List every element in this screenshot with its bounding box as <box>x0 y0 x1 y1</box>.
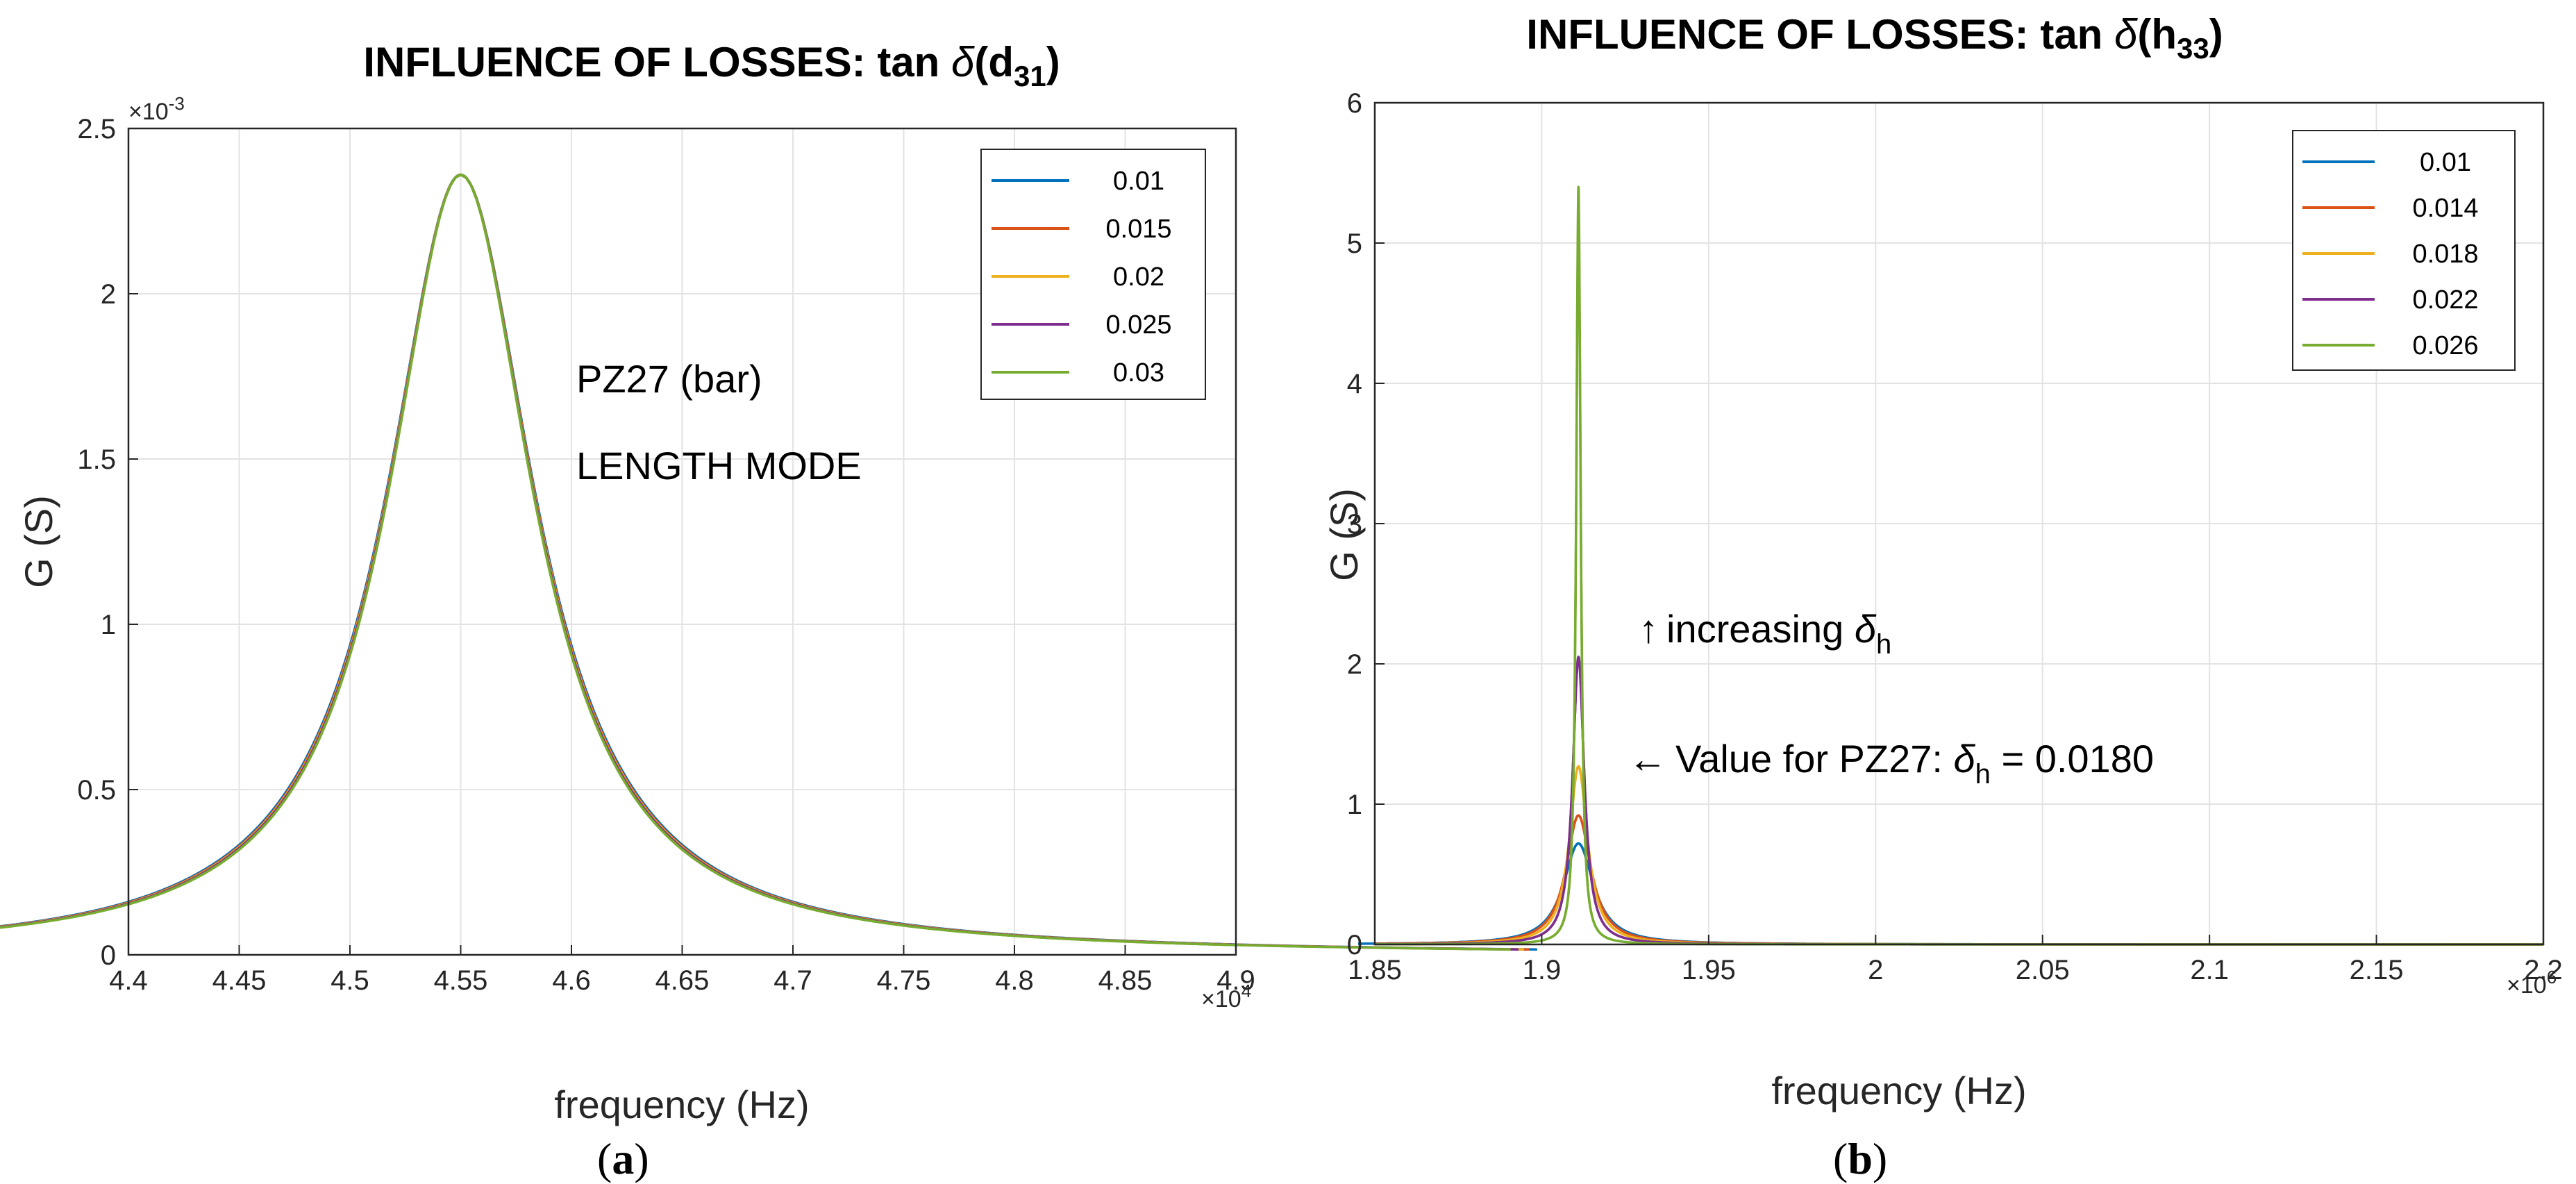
panel-b-series-peak-0.026 <box>1545 185 1612 941</box>
panel-b-y-tick-label: 3 <box>1347 509 1362 540</box>
panel-a-legend-box <box>980 149 1206 400</box>
panel-a-legend-label: 0.015 <box>1105 215 1171 244</box>
panel-a-x-ticks: 4.4 4.45 4.5 4.55 4.6 4.65 4.7 4.75 4.8 4.85 4.9 <box>109 945 1255 996</box>
caption-a: (a) <box>597 1134 649 1183</box>
panel-b-x-ticks: 1.85 1.9 1.95 2 2.05 2.1 2.15 2.2 <box>1348 935 2563 985</box>
panel-b-y-tick-label: 0 <box>1347 930 1362 960</box>
panel-a-y-tick-label: 2 <box>101 279 116 310</box>
panel-b-x-tick-label: 1.85 <box>1348 955 1402 985</box>
panel-b-y-tick-label: 4 <box>1347 369 1362 399</box>
panel-b-x-tick-label: 1.9 <box>1523 955 1562 985</box>
panel-a-x-tick-label: 4.9 <box>1216 965 1255 996</box>
panel-a-y-tick-label: 0 <box>101 940 116 971</box>
panel-a-x-tick-label: 4.55 <box>434 965 488 996</box>
panel-a-annotation-mode: LENGTH MODE <box>576 444 862 487</box>
panel-b-annotation-increasing: ↑ increasing δh <box>1639 607 1891 660</box>
panel-b-y-tick-label: 6 <box>1347 88 1362 119</box>
panel-a-x-tick-label: 4.7 <box>773 965 812 996</box>
panel-a-legend-label: 0.01 <box>1113 167 1164 196</box>
panel-a-y-tick-label: 1 <box>101 610 116 640</box>
panel-b-legend-label: 0.014 <box>2412 194 2478 223</box>
panel-a-x-label: frequency (Hz) <box>554 1083 809 1126</box>
panel-b-legend-label: 0.018 <box>2412 240 2478 269</box>
panel-b-x-tick-label: 2.1 <box>2190 955 2229 985</box>
panel-a-legend-label: 0.02 <box>1113 262 1164 292</box>
panel-a-title: INFLUENCE OF LOSSES: tan δ(d31) <box>363 39 1060 92</box>
panel-a-x-tick-label: 4.4 <box>109 965 148 996</box>
panel-b-x-tick-label: 2.05 <box>2016 955 2070 985</box>
panel-a-y-ticks: 0 0.5 1 1.5 2 2.5 <box>77 114 138 971</box>
panel-a-y-multiplier: ×10-3 <box>128 93 185 125</box>
panel-b-series-peak-0.022 <box>1494 656 1664 944</box>
caption-b: (b) <box>1833 1134 1887 1183</box>
panel-a-y-tick-label: 2.5 <box>77 114 116 144</box>
panel-b-y-label: G (S) <box>1322 488 1366 581</box>
panel-a-x-tick-label: 4.6 <box>552 965 591 996</box>
panel-b-y-tick-label: 2 <box>1347 649 1362 680</box>
panel-a-curves <box>0 173 1537 951</box>
panel-b-y-tick-label: 5 <box>1347 228 1362 259</box>
panel-a-y-tick-label: 0.5 <box>77 775 116 806</box>
panel-b-x-multiplier: ×106 <box>2507 967 2557 999</box>
panel-b-y-ticks: 0 1 2 3 4 5 6 <box>1347 88 1385 960</box>
panel-a-x-tick-label: 4.65 <box>655 965 710 996</box>
panel-a-legend-label: 0.025 <box>1105 310 1171 340</box>
panel-a-x-tick-label: 4.75 <box>877 965 931 996</box>
panel-b-chart: INFLUENCE OF LOSSES: tan δ(h33) 1.85 1.9 1… <box>1322 11 2563 1112</box>
panel-a-x-tick-label: 4.85 <box>1098 965 1153 996</box>
panel-b-legend: 0.01 0.014 0.018 0.022 0.026 <box>2292 130 2516 371</box>
panel-b-legend-label: 0.01 <box>2420 148 2471 177</box>
panel-b-x-label: frequency (Hz) <box>1771 1069 2026 1112</box>
panel-b-x-tick-label: 2 <box>1868 955 1883 985</box>
panel-a-chart: INFLUENCE OF LOSSES: tan δ(d31) ×10-3 4.… <box>0 39 1537 1126</box>
panel-a-x-tick-label: 4.5 <box>331 965 369 996</box>
panel-a-y-tick-label: 1.5 <box>77 444 116 475</box>
panel-b-title: INFLUENCE OF LOSSES: tan δ(h33) <box>1526 11 2223 65</box>
panel-a-series-peak-0.03 <box>0 173 1511 951</box>
panel-b-legend-label: 0.026 <box>2412 331 2478 360</box>
panel-a-y-label: G (S) <box>17 495 60 588</box>
panel-b-y-tick-label: 1 <box>1347 790 1362 820</box>
panel-b-legend-box <box>2292 130 2516 371</box>
panel-b-x-tick-label: 2.15 <box>2350 955 2404 985</box>
panel-b-legend-label: 0.022 <box>2412 285 2478 315</box>
panel-a-x-tick-label: 4.8 <box>995 965 1034 996</box>
panel-a-x-multiplier: ×104 <box>1201 981 1251 1012</box>
panel-b-grid <box>1374 102 2544 945</box>
panel-b-x-tick-label: 2.2 <box>2524 955 2563 985</box>
panel-a-annotation-material: PZ27 (bar) <box>576 357 762 401</box>
panel-a-legend: 0.01 0.015 0.02 0.025 0.03 <box>980 149 1206 400</box>
panel-b-x-tick-label: 1.95 <box>1682 955 1736 985</box>
panel-a-x-tick-label: 4.45 <box>212 965 267 996</box>
panel-a-legend-label: 0.03 <box>1113 358 1164 387</box>
panel-b-annotation-value: ← Value for PZ27: δh = 0.0180 <box>1628 737 2154 790</box>
